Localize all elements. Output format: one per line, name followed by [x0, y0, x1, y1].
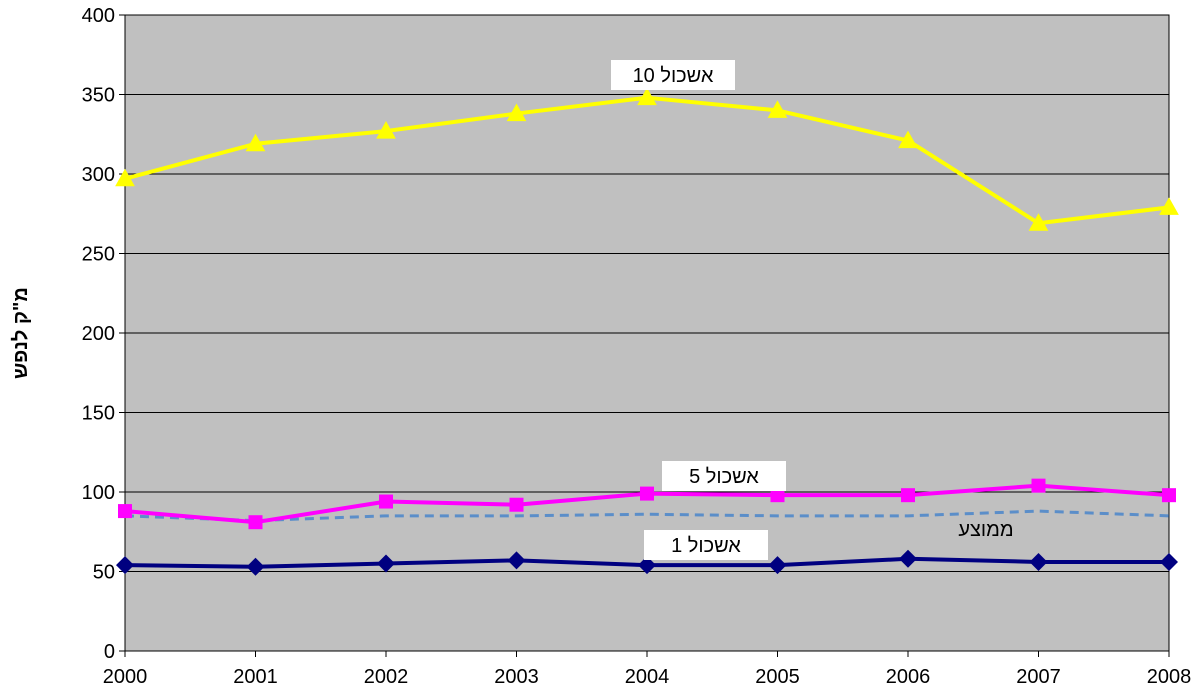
series-label-0: אשכול 10 [611, 60, 735, 90]
x-tick-label: 2007 [1016, 666, 1061, 688]
series-0-point [1159, 197, 1179, 215]
series-label-text: אשכול 1 [671, 535, 741, 557]
series-label-box [644, 530, 768, 560]
series-3-point [1029, 552, 1048, 571]
series-0-point [767, 100, 788, 118]
series-label-1: אשכול 5 [662, 461, 786, 491]
series-3-point [638, 556, 656, 575]
y-tick-label: 150 [82, 403, 115, 425]
x-tick-label: 2006 [886, 666, 931, 688]
series-1-point [248, 515, 263, 530]
series-0-point [115, 168, 135, 187]
y-axis-label: מ"ק לנפש [10, 287, 32, 379]
y-tick-label: 200 [82, 323, 115, 345]
x-tick-labels: 2000 2001 2002 2003 2004 2005 2006 2007 2008 [103, 666, 1192, 688]
series-0-point [637, 87, 657, 106]
y-tick-label: 350 [82, 85, 115, 107]
series-3-point [1160, 552, 1178, 571]
x-tick-label: 2004 [625, 666, 670, 688]
series-1-point [1031, 478, 1046, 493]
y-tick-labels: 0 50 100 150 200 250 300 350 400 [82, 5, 115, 663]
series-0-point [376, 121, 396, 139]
y-tick-label: 250 [82, 244, 115, 266]
series-3-point [899, 549, 917, 568]
series-2-line [124, 509, 1170, 523]
y-tick-label: 50 [93, 562, 115, 584]
x-tick-label: 2005 [755, 666, 800, 688]
series-label-box [611, 60, 735, 90]
series-3-point [246, 557, 265, 576]
series-layer [115, 87, 1179, 576]
x-tick-label: 2003 [494, 666, 539, 688]
series-label-text: אשכול 10 [633, 65, 714, 87]
series-1-point [118, 504, 132, 519]
series-label-text: ממוצע [958, 519, 1013, 541]
series-labels: אשכול 10 אשכול 5 ממוצע אשכול 1 [611, 60, 1014, 560]
series-label-text: אשכול 5 [689, 466, 759, 488]
series-1-point [379, 494, 393, 509]
series-1-point [901, 488, 915, 503]
series-1-point [640, 486, 654, 501]
x-tick-label: 2008 [1147, 666, 1192, 688]
x-tick-label: 2002 [364, 666, 409, 688]
series-0-point [506, 103, 527, 122]
x-tick-label: 2001 [233, 666, 278, 688]
y-tick-label: 100 [82, 482, 115, 504]
y-tick-label: 400 [82, 5, 115, 27]
y-tick-label: 300 [82, 164, 115, 186]
series-1-point [770, 488, 785, 503]
series-3-point [377, 554, 395, 573]
series-label-2: ממוצע [958, 519, 1013, 541]
series-3-point [768, 556, 787, 575]
series-1-point [509, 497, 524, 512]
y-tick-label: 0 [104, 641, 115, 663]
series-0-point [898, 130, 918, 149]
series-3-point [116, 556, 134, 575]
series-label-3: אשכול 1 [644, 530, 768, 560]
series-0-point [245, 133, 266, 152]
series-0-point [1028, 213, 1049, 231]
series-label-box [662, 461, 786, 491]
x-tick-label: 2000 [103, 666, 148, 688]
axes [119, 14, 1170, 657]
series-3-point [507, 551, 526, 570]
series-1-point [1162, 488, 1176, 503]
